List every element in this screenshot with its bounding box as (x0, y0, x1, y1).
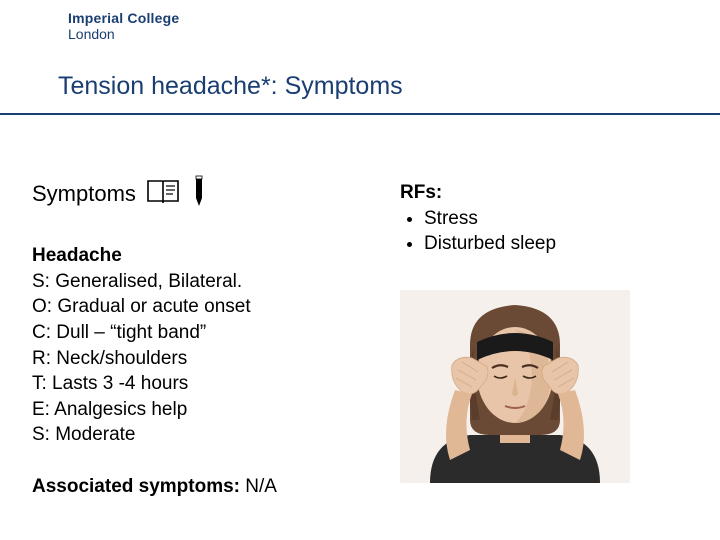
socrates-val: Lasts 3 -4 hours (47, 373, 189, 394)
socrates-key: T: (32, 373, 47, 394)
socrates-val: Dull – “tight band” (51, 322, 206, 343)
slide-title: Tension headache*: Symptoms (58, 72, 403, 101)
rfs-heading: RFs: (400, 180, 700, 206)
title-text: Tension headache*: Symptoms (58, 72, 403, 100)
logo-line-1: Imperial College (68, 10, 179, 26)
socrates-key: O: (32, 296, 52, 317)
left-column: Symptoms Headache S: Generalised, Bi (32, 174, 352, 498)
socrates-row: S: Generalised, Bilateral. (32, 269, 352, 295)
assoc-label: Associated symptoms: (32, 476, 240, 497)
associated-symptoms: Associated symptoms: N/A (32, 476, 352, 498)
socrates-block: Headache S: Generalised, Bilateral. O: G… (32, 243, 352, 448)
socrates-val: Moderate (50, 424, 136, 445)
symptoms-heading: Symptoms (32, 181, 136, 207)
socrates-row: O: Gradual or acute onset (32, 294, 352, 320)
book-icon (146, 177, 180, 210)
socrates-row: E: Analgesics help (32, 397, 352, 423)
rfs-item: Stress (424, 206, 700, 232)
socrates-key: S: (32, 424, 50, 445)
socrates-val: Analgesics help (50, 399, 187, 420)
socrates-row: R: Neck/shoulders (32, 346, 352, 372)
rfs-list: Stress Disturbed sleep (400, 206, 700, 257)
institution-logo: Imperial College London (68, 10, 179, 42)
right-column: RFs: Stress Disturbed sleep (400, 180, 700, 257)
symptoms-heading-row: Symptoms (32, 174, 352, 213)
slide: Imperial College London Tension headache… (0, 0, 720, 540)
socrates-val: Neck/shoulders (51, 348, 187, 369)
socrates-key: E: (32, 399, 50, 420)
headache-photo (400, 290, 630, 483)
socrates-row: T: Lasts 3 -4 hours (32, 371, 352, 397)
socrates-row: C: Dull – “tight band” (32, 320, 352, 346)
pencil-icon (190, 174, 208, 213)
assoc-value: N/A (240, 476, 277, 497)
socrates-key: R: (32, 348, 51, 369)
socrates-val: Generalised, Bilateral. (50, 271, 242, 292)
logo-line-2: London (68, 26, 179, 42)
socrates-row: S: Moderate (32, 422, 352, 448)
rfs-item: Disturbed sleep (424, 231, 700, 257)
title-underline (0, 113, 720, 115)
socrates-key: C: (32, 322, 51, 343)
socrates-section-label: Headache (32, 243, 352, 269)
socrates-val: Gradual or acute onset (52, 296, 251, 317)
socrates-key: S: (32, 271, 50, 292)
risk-factors: RFs: Stress Disturbed sleep (400, 180, 700, 257)
